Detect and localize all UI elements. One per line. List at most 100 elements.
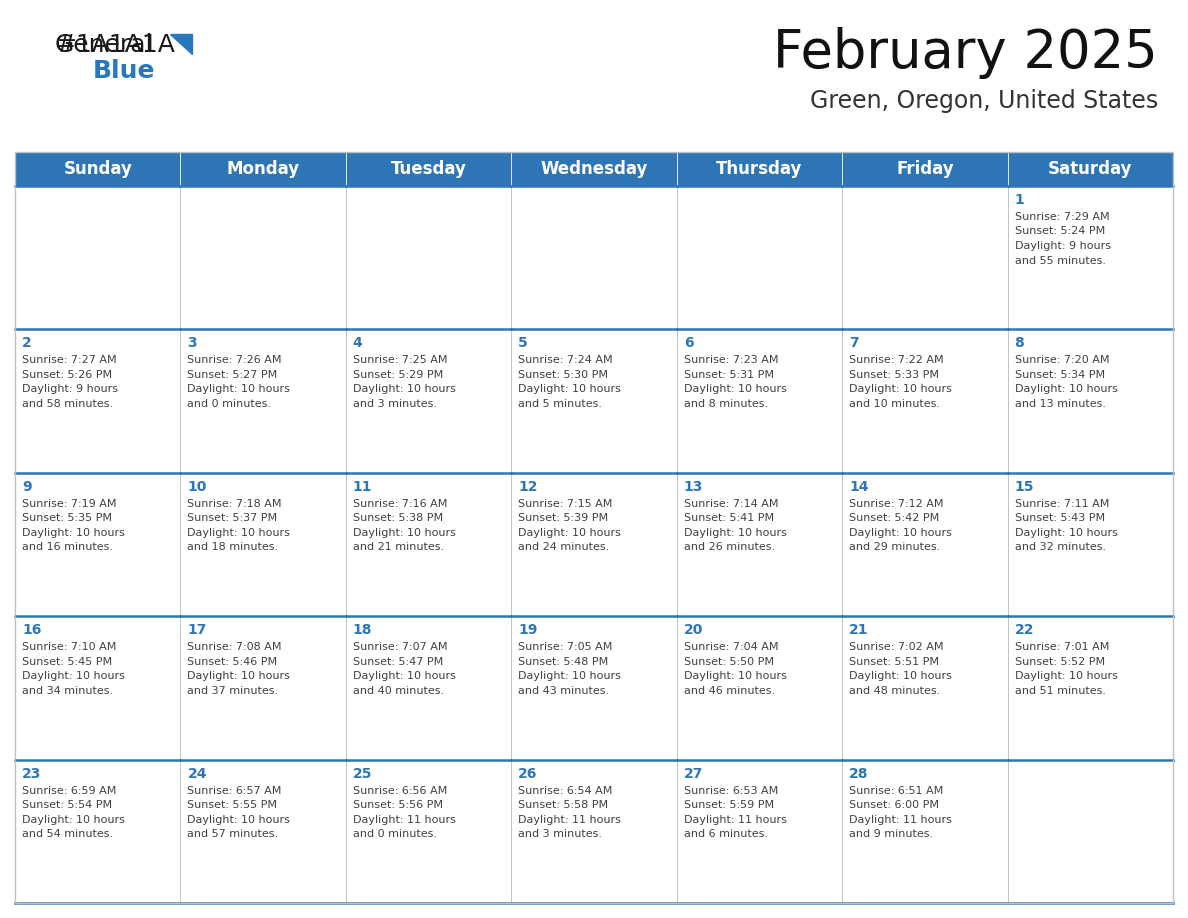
Text: Daylight: 10 hours: Daylight: 10 hours [188,385,290,395]
Text: 2: 2 [23,336,32,351]
Text: #1A1A1A: #1A1A1A [55,33,175,57]
Bar [15,186,181,330]
Text: 9: 9 [23,480,32,494]
Text: Sunrise: 7:02 AM: Sunrise: 7:02 AM [849,643,943,652]
Bar [677,330,842,473]
Text: Daylight: 10 hours: Daylight: 10 hours [353,528,456,538]
Text: 24: 24 [188,767,207,780]
Bar [677,759,842,903]
Text: Sunrise: 7:04 AM: Sunrise: 7:04 AM [684,643,778,652]
Text: Sunset: 5:33 PM: Sunset: 5:33 PM [849,370,940,380]
Bar [181,759,346,903]
Text: and 21 minutes.: and 21 minutes. [353,543,444,553]
Text: Daylight: 9 hours: Daylight: 9 hours [23,385,118,395]
Text: and 0 minutes.: and 0 minutes. [353,829,437,839]
Polygon shape [170,34,192,54]
Text: and 8 minutes.: and 8 minutes. [684,399,767,409]
Bar [15,759,181,903]
Text: and 55 minutes.: and 55 minutes. [1015,255,1106,265]
Text: 16: 16 [23,623,42,637]
Text: Sunset: 5:31 PM: Sunset: 5:31 PM [684,370,773,380]
Text: Sunrise: 6:56 AM: Sunrise: 6:56 AM [353,786,447,796]
Bar [15,152,1173,903]
Bar [346,759,511,903]
Text: Sunset: 5:27 PM: Sunset: 5:27 PM [188,370,278,380]
Text: Sunset: 5:41 PM: Sunset: 5:41 PM [684,513,773,523]
Text: Sunrise: 7:23 AM: Sunrise: 7:23 AM [684,355,778,365]
Text: Daylight: 10 hours: Daylight: 10 hours [849,671,952,681]
Text: 11: 11 [353,480,372,494]
Text: 17: 17 [188,623,207,637]
Bar [15,473,181,616]
Text: Sunset: 5:47 PM: Sunset: 5:47 PM [353,656,443,666]
Text: and 5 minutes.: and 5 minutes. [518,399,602,409]
Text: Daylight: 10 hours: Daylight: 10 hours [1015,671,1118,681]
Text: 14: 14 [849,480,868,494]
Text: and 51 minutes.: and 51 minutes. [1015,686,1106,696]
Text: and 9 minutes.: and 9 minutes. [849,829,934,839]
Text: Sunset: 5:48 PM: Sunset: 5:48 PM [518,656,608,666]
Text: Daylight: 10 hours: Daylight: 10 hours [1015,385,1118,395]
Text: 1: 1 [1015,193,1024,207]
Bar [677,616,842,759]
Text: and 18 minutes.: and 18 minutes. [188,543,278,553]
Text: Sunrise: 7:29 AM: Sunrise: 7:29 AM [1015,212,1110,222]
Text: Sunset: 5:58 PM: Sunset: 5:58 PM [518,800,608,810]
Text: February 2025: February 2025 [773,27,1158,79]
Bar [677,186,842,330]
Bar [511,759,677,903]
Bar [677,152,842,186]
Text: 21: 21 [849,623,868,637]
Text: Sunrise: 6:54 AM: Sunrise: 6:54 AM [518,786,613,796]
Bar [842,152,1007,186]
Text: Sunrise: 6:53 AM: Sunrise: 6:53 AM [684,786,778,796]
Text: Sunrise: 6:51 AM: Sunrise: 6:51 AM [849,786,943,796]
Text: 18: 18 [353,623,372,637]
Text: Sunset: 5:51 PM: Sunset: 5:51 PM [849,656,940,666]
Bar [511,473,677,616]
Text: and 46 minutes.: and 46 minutes. [684,686,775,696]
Text: Sunset: 5:59 PM: Sunset: 5:59 PM [684,800,773,810]
Text: Sunday: Sunday [63,160,132,178]
Bar [677,473,842,616]
Text: Sunset: 5:26 PM: Sunset: 5:26 PM [23,370,112,380]
Text: Sunrise: 7:24 AM: Sunrise: 7:24 AM [518,355,613,365]
Text: Daylight: 10 hours: Daylight: 10 hours [849,528,952,538]
Bar [1007,759,1173,903]
Text: Sunrise: 7:20 AM: Sunrise: 7:20 AM [1015,355,1110,365]
Text: Sunset: 5:55 PM: Sunset: 5:55 PM [188,800,278,810]
Text: Sunset: 5:38 PM: Sunset: 5:38 PM [353,513,443,523]
Text: Sunset: 5:30 PM: Sunset: 5:30 PM [518,370,608,380]
Text: Sunrise: 6:57 AM: Sunrise: 6:57 AM [188,786,282,796]
Bar [346,186,511,330]
Text: Daylight: 10 hours: Daylight: 10 hours [23,671,125,681]
Text: 15: 15 [1015,480,1034,494]
Text: Sunset: 5:52 PM: Sunset: 5:52 PM [1015,656,1105,666]
Text: and 16 minutes.: and 16 minutes. [23,543,113,553]
Text: and 29 minutes.: and 29 minutes. [849,543,941,553]
Text: Wednesday: Wednesday [541,160,647,178]
Bar [1007,330,1173,473]
Text: Daylight: 10 hours: Daylight: 10 hours [518,385,621,395]
Text: Daylight: 10 hours: Daylight: 10 hours [518,671,621,681]
Text: Sunset: 5:45 PM: Sunset: 5:45 PM [23,656,112,666]
Text: and 48 minutes.: and 48 minutes. [849,686,941,696]
Text: Sunrise: 7:19 AM: Sunrise: 7:19 AM [23,498,116,509]
Text: Daylight: 11 hours: Daylight: 11 hours [353,814,456,824]
Text: and 26 minutes.: and 26 minutes. [684,543,775,553]
Text: 4: 4 [353,336,362,351]
Text: Sunset: 5:35 PM: Sunset: 5:35 PM [23,513,112,523]
Text: Daylight: 10 hours: Daylight: 10 hours [849,385,952,395]
Text: and 13 minutes.: and 13 minutes. [1015,399,1106,409]
Text: 3: 3 [188,336,197,351]
Text: Sunrise: 7:18 AM: Sunrise: 7:18 AM [188,498,282,509]
Bar [1007,473,1173,616]
Text: Sunset: 5:39 PM: Sunset: 5:39 PM [518,513,608,523]
Text: 22: 22 [1015,623,1034,637]
Bar [1007,616,1173,759]
Bar [15,330,181,473]
Text: Sunrise: 7:25 AM: Sunrise: 7:25 AM [353,355,448,365]
Bar [511,152,677,186]
Text: and 54 minutes.: and 54 minutes. [23,829,113,839]
Text: and 37 minutes.: and 37 minutes. [188,686,278,696]
